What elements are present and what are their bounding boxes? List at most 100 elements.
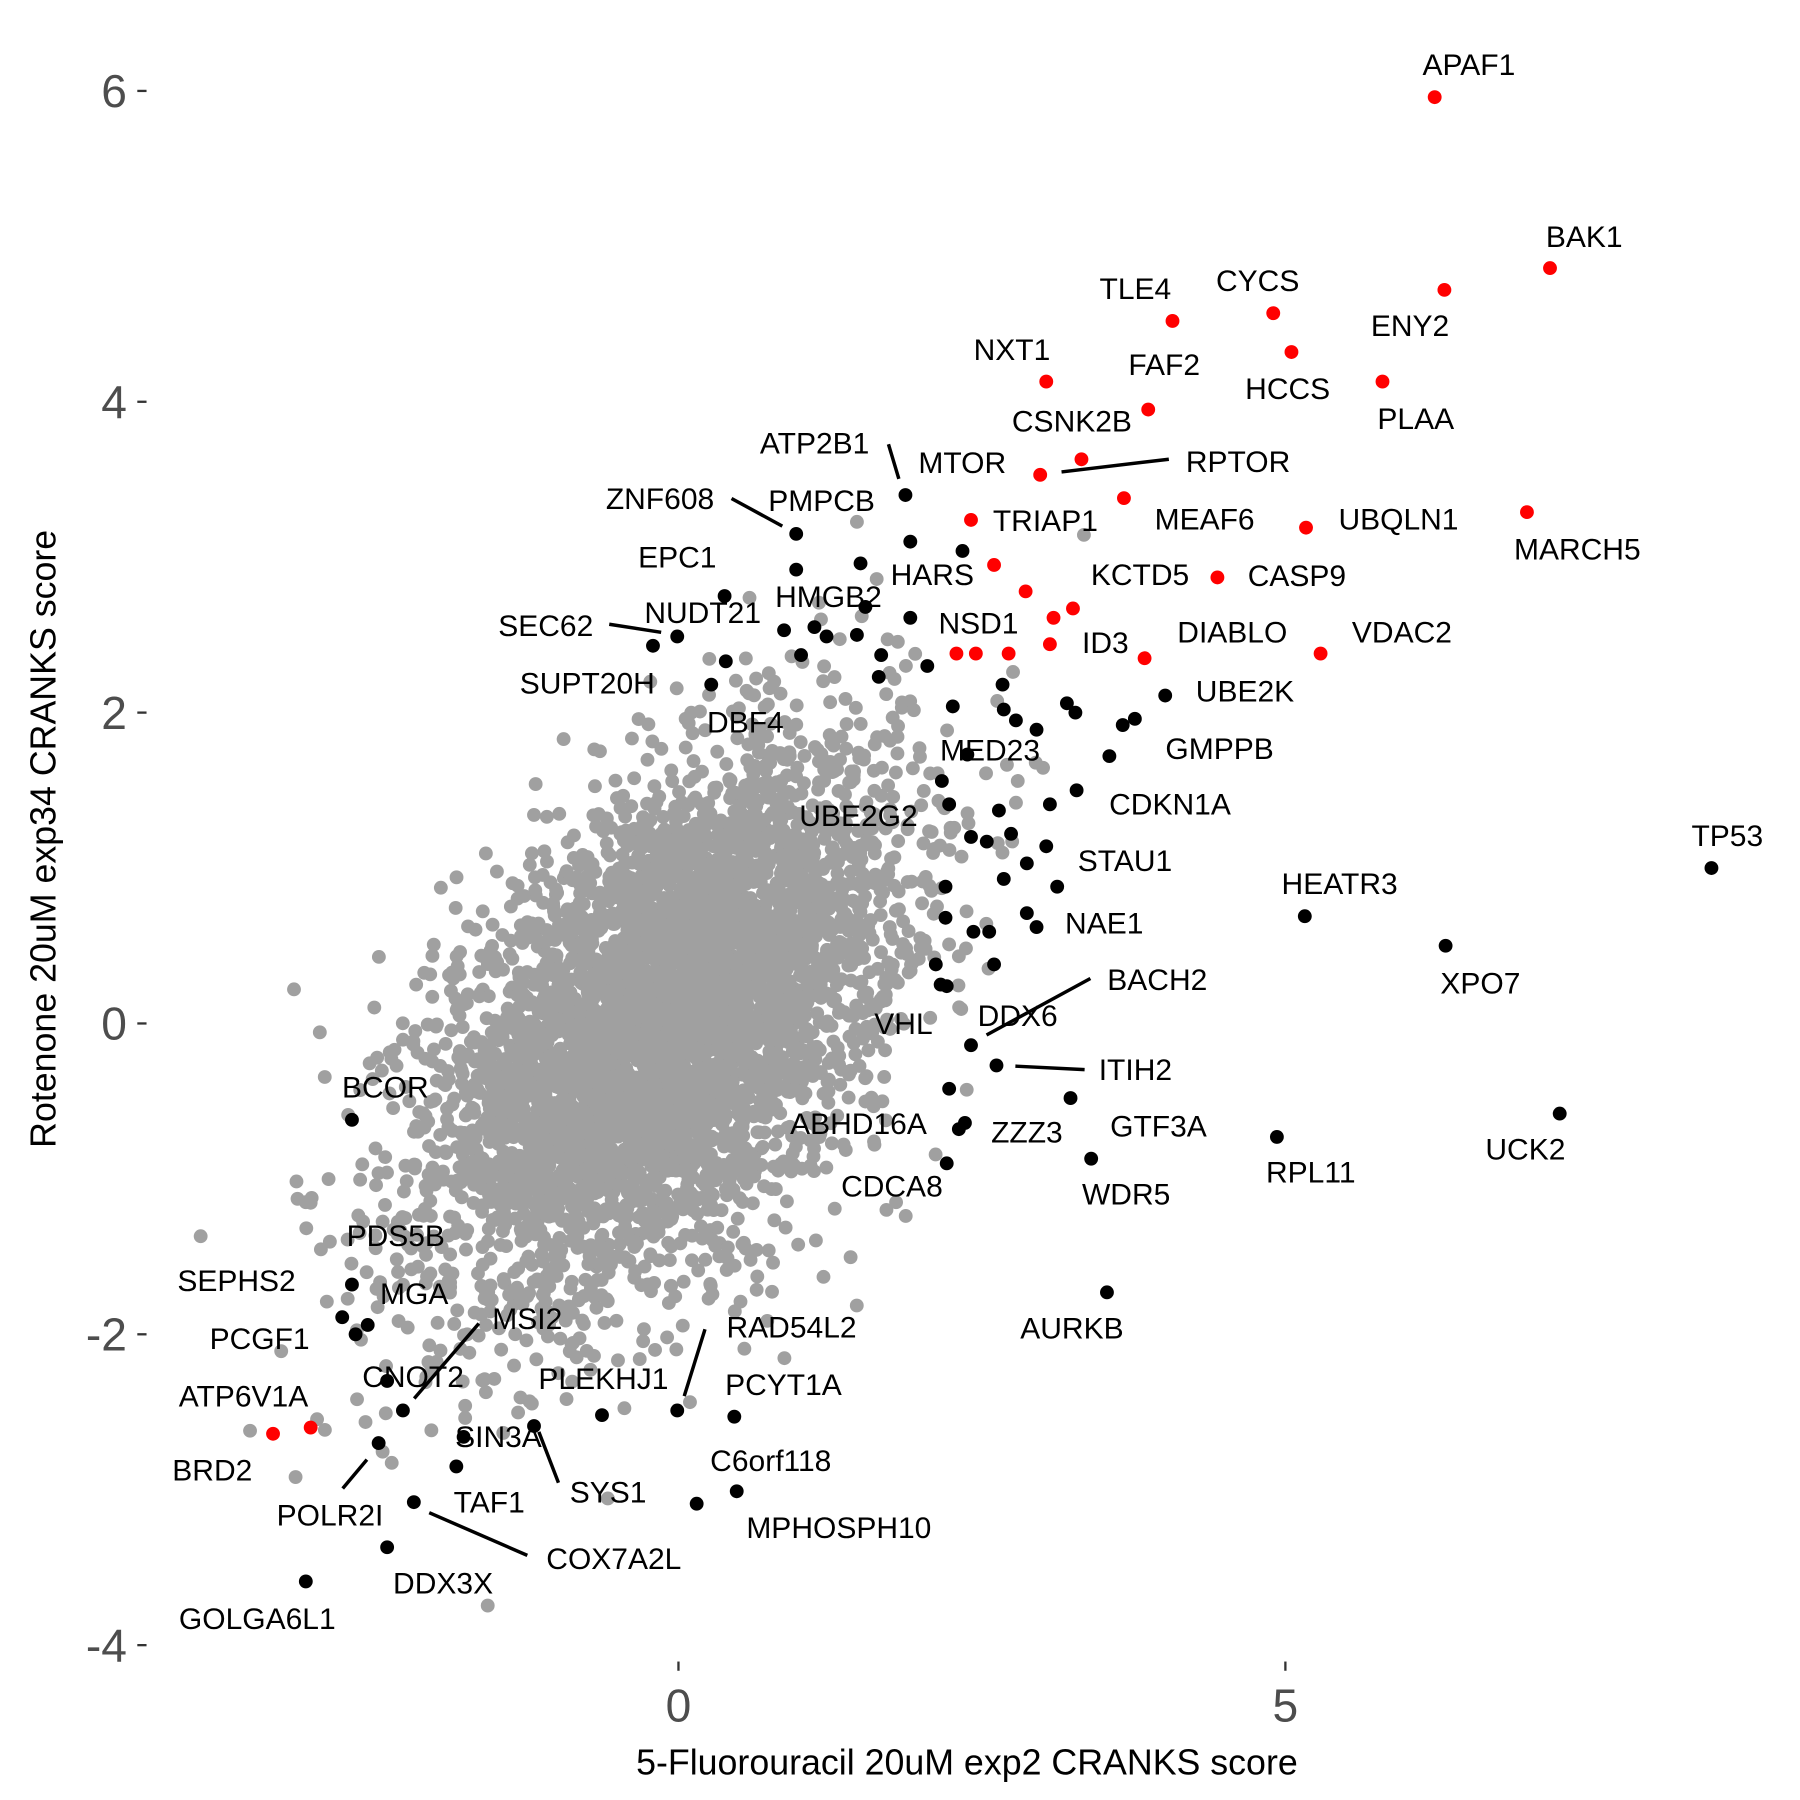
- background-point: [644, 1018, 659, 1033]
- background-point: [698, 1142, 712, 1156]
- background-point: [423, 1266, 438, 1281]
- background-point: [453, 1125, 468, 1140]
- background-point: [712, 815, 727, 830]
- background-point: [451, 1050, 466, 1065]
- background-point: [438, 1036, 453, 1051]
- background-point: [940, 723, 955, 738]
- background-point: [886, 789, 901, 804]
- background-point: [455, 1374, 470, 1389]
- background-point: [602, 967, 616, 982]
- background-point: [389, 1252, 404, 1267]
- background-point: [513, 1033, 527, 1047]
- background-point: [817, 773, 832, 788]
- background-point: [243, 1423, 257, 1438]
- background-point: [625, 1047, 640, 1061]
- background-point: [378, 1150, 393, 1165]
- background-point: [773, 980, 787, 995]
- background-point: [959, 1082, 974, 1097]
- background-point: [685, 1017, 700, 1032]
- background-point: [904, 874, 919, 889]
- background-point: [426, 1229, 441, 1244]
- background-point: [661, 1296, 676, 1310]
- background-point: [808, 1233, 823, 1248]
- background-point: [673, 1236, 688, 1251]
- background-point: [858, 1094, 873, 1109]
- background-point: [738, 651, 753, 666]
- background-point: [839, 836, 854, 851]
- background-point: [574, 1126, 589, 1141]
- background-point: [367, 1000, 382, 1015]
- background-point: [689, 1118, 704, 1133]
- background-point: [726, 1224, 741, 1239]
- background-point: [778, 1220, 793, 1235]
- background-point: [715, 1161, 730, 1176]
- background-point: [831, 854, 845, 869]
- background-point: [547, 1048, 562, 1063]
- background-point: [534, 1247, 549, 1261]
- background-point: [887, 850, 902, 865]
- background-point: [675, 1318, 690, 1333]
- background-point: [395, 1210, 410, 1224]
- background-point: [767, 957, 782, 972]
- background-point: [819, 1160, 834, 1175]
- background-point: [678, 868, 693, 883]
- background-point: [468, 1130, 483, 1145]
- background-point: [612, 1225, 626, 1240]
- background-point: [624, 1194, 639, 1209]
- background-point: [616, 1007, 630, 1022]
- background-point: [604, 1192, 619, 1207]
- background-point: [836, 919, 851, 934]
- background-point: [433, 1127, 448, 1142]
- background-point: [661, 1214, 675, 1229]
- background-point: [671, 828, 686, 843]
- background-point: [604, 1056, 619, 1071]
- background-point: [632, 963, 647, 978]
- background-point: [481, 1038, 496, 1053]
- background-point: [604, 1257, 618, 1272]
- background-point: [708, 866, 723, 881]
- background-point: [662, 956, 677, 970]
- background-point: [723, 1010, 737, 1025]
- background-point: [589, 1136, 604, 1151]
- background-point: [742, 899, 757, 914]
- background-point: [846, 772, 861, 787]
- background-point: [719, 757, 734, 772]
- background-point: [733, 1294, 748, 1309]
- background-point: [698, 1252, 713, 1267]
- background-point: [954, 849, 969, 864]
- background-point: [510, 988, 525, 1003]
- background-point: [901, 965, 916, 980]
- background-point: [450, 959, 465, 974]
- background-point: [422, 1338, 437, 1353]
- background-point: [943, 825, 958, 840]
- background-point: [557, 919, 572, 934]
- background-point: [507, 1120, 521, 1135]
- background-point: [510, 878, 525, 893]
- background-point: [647, 1151, 662, 1165]
- background-point: [757, 905, 772, 919]
- background-point: [898, 658, 913, 673]
- background-point: [789, 769, 804, 784]
- background-point: [611, 981, 626, 996]
- background-point: [859, 990, 874, 1005]
- background-point: [319, 1294, 334, 1309]
- background-point: [834, 729, 849, 744]
- background-point: [859, 818, 874, 832]
- background-point: [585, 998, 599, 1013]
- background-point: [672, 1139, 687, 1154]
- background-point: [526, 1127, 541, 1142]
- background-point: [560, 835, 575, 850]
- background-point: [887, 672, 902, 686]
- background-point: [874, 760, 889, 775]
- background-point: [559, 1392, 574, 1406]
- background-point: [894, 1011, 908, 1026]
- background-point: [482, 1187, 497, 1202]
- background-point: [615, 1098, 630, 1113]
- background-point: [698, 723, 713, 738]
- background-point: [889, 1195, 903, 1210]
- background-point: [553, 1331, 568, 1346]
- background-point: [915, 896, 929, 911]
- background-point: [627, 1101, 642, 1115]
- background-point: [682, 1099, 697, 1114]
- background-point: [454, 1190, 469, 1205]
